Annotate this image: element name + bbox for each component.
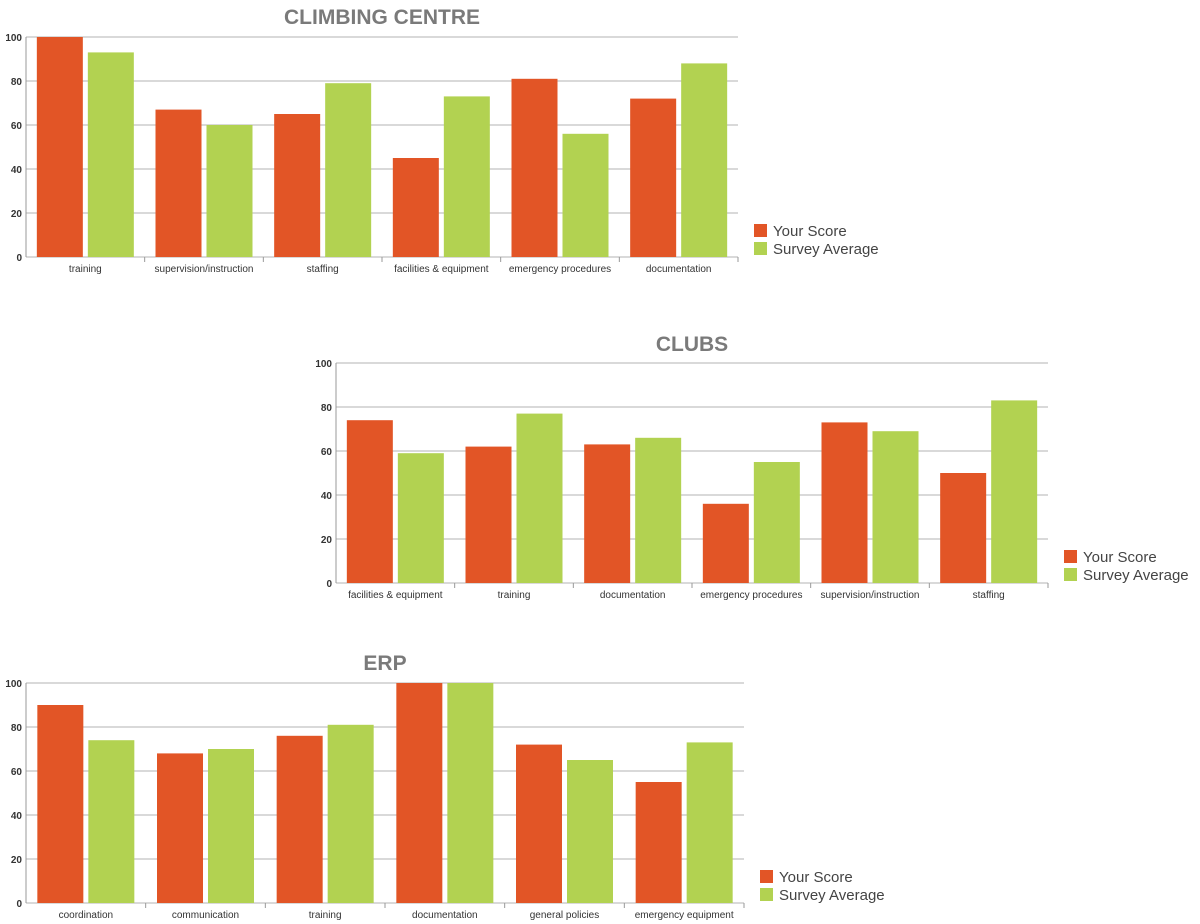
y-tick-label: 100 (315, 359, 332, 370)
x-tick-label: documentation (646, 264, 712, 275)
legend-label: Survey Average (779, 887, 885, 904)
survey-average-bar (208, 749, 254, 903)
legend-swatch (1064, 568, 1077, 581)
x-tick-label: emergency equipment (635, 910, 734, 921)
legend-swatch (760, 888, 773, 901)
survey-average-bar (562, 133, 609, 257)
x-tick-label: general policies (530, 910, 600, 921)
x-tick-label: documentation (412, 910, 478, 921)
x-tick-label: supervision/instruction (821, 590, 920, 601)
clubs-chart: CLUBS 0 20 40 60 80 100 facilities & equipment… (315, 333, 1188, 601)
y-tick-label: 20 (11, 209, 23, 220)
survey-average-bar (872, 431, 919, 583)
your-score-bar (274, 114, 321, 257)
x-tick-label: training (498, 590, 531, 601)
legend-label: Your Score (779, 869, 853, 886)
your-score-bar (702, 503, 749, 583)
x-tick-label: emergency procedures (700, 590, 802, 601)
legend-label: Survey Average (1083, 567, 1189, 584)
your-score-bar (155, 109, 202, 257)
y-tick-label: 40 (11, 811, 23, 822)
your-score-bar (465, 446, 512, 583)
y-tick-label: 0 (326, 579, 332, 590)
x-tick-label: documentation (600, 590, 666, 601)
survey-average-bar (443, 96, 490, 258)
your-score-bar (516, 744, 562, 903)
x-tick-label: training (69, 264, 102, 275)
your-score-bar (511, 78, 558, 257)
y-tick-label: 20 (11, 855, 23, 866)
your-score-bar (157, 753, 203, 903)
your-score-bar (940, 473, 987, 583)
y-tick-label: 100 (5, 679, 22, 690)
your-score-bar (584, 444, 631, 583)
x-tick-label: staffing (973, 590, 1005, 601)
survey-average-bar (87, 52, 134, 258)
chart-title: ERP (363, 652, 406, 675)
survey-average-bar (516, 413, 563, 583)
y-tick-label: 0 (16, 253, 22, 264)
survey-average-bar (681, 63, 728, 258)
your-score-bar (276, 735, 323, 903)
y-tick-label: 40 (321, 491, 333, 502)
your-score-bar (821, 422, 868, 583)
x-tick-label: supervision/instruction (155, 264, 254, 275)
legend-swatch (754, 242, 767, 255)
y-tick-label: 40 (11, 165, 23, 176)
survey-average-bar (567, 760, 613, 903)
survey-average-bar (397, 453, 444, 583)
x-tick-label: coordination (59, 910, 113, 921)
x-tick-label: emergency procedures (509, 264, 611, 275)
y-tick-label: 0 (16, 899, 22, 910)
survey-average-bar (447, 683, 494, 903)
x-tick-label: training (309, 910, 342, 921)
survey-average-bar (991, 400, 1038, 583)
your-score-bar (36, 37, 83, 257)
legend-swatch (1064, 550, 1077, 563)
erp-chart: ERP 0 20 40 60 80 100 coordination communicatio… (5, 652, 884, 921)
y-tick-label: 80 (11, 77, 23, 88)
survey-average-bar (88, 740, 135, 903)
y-tick-label: 20 (321, 535, 333, 546)
y-tick-label: 100 (5, 33, 22, 44)
survey-average-bar (325, 83, 372, 257)
survey-average-bar (686, 742, 733, 903)
your-score-bar (392, 158, 439, 257)
x-tick-label: staffing (307, 264, 339, 275)
x-tick-label: facilities & equipment (394, 264, 489, 275)
x-tick-label: communication (172, 910, 239, 921)
y-tick-label: 60 (11, 767, 23, 778)
legend-swatch (760, 870, 773, 883)
climbing-centre-chart: CLIMBING CENTRE 0 20 40 60 80 100 training supe… (5, 6, 878, 275)
your-score-bar (630, 98, 677, 257)
legend-swatch (754, 224, 767, 237)
legend-label: Your Score (773, 223, 847, 240)
survey-average-bar (327, 724, 374, 903)
survey-average-bar (206, 125, 253, 257)
y-tick-label: 80 (321, 403, 333, 414)
your-score-bar (37, 705, 84, 903)
your-score-bar (346, 420, 393, 583)
survey-average-bar (753, 462, 800, 583)
survey-average-bar (635, 437, 682, 583)
legend-label: Your Score (1083, 549, 1157, 566)
x-tick-label: facilities & equipment (348, 590, 443, 601)
your-score-bar (396, 683, 443, 903)
chart-title: CLIMBING CENTRE (284, 6, 480, 29)
y-tick-label: 80 (11, 723, 23, 734)
legend-label: Survey Average (773, 241, 879, 258)
y-tick-label: 60 (321, 447, 333, 458)
chart-title: CLUBS (656, 333, 728, 356)
your-score-bar (635, 782, 682, 903)
y-tick-label: 60 (11, 121, 23, 132)
